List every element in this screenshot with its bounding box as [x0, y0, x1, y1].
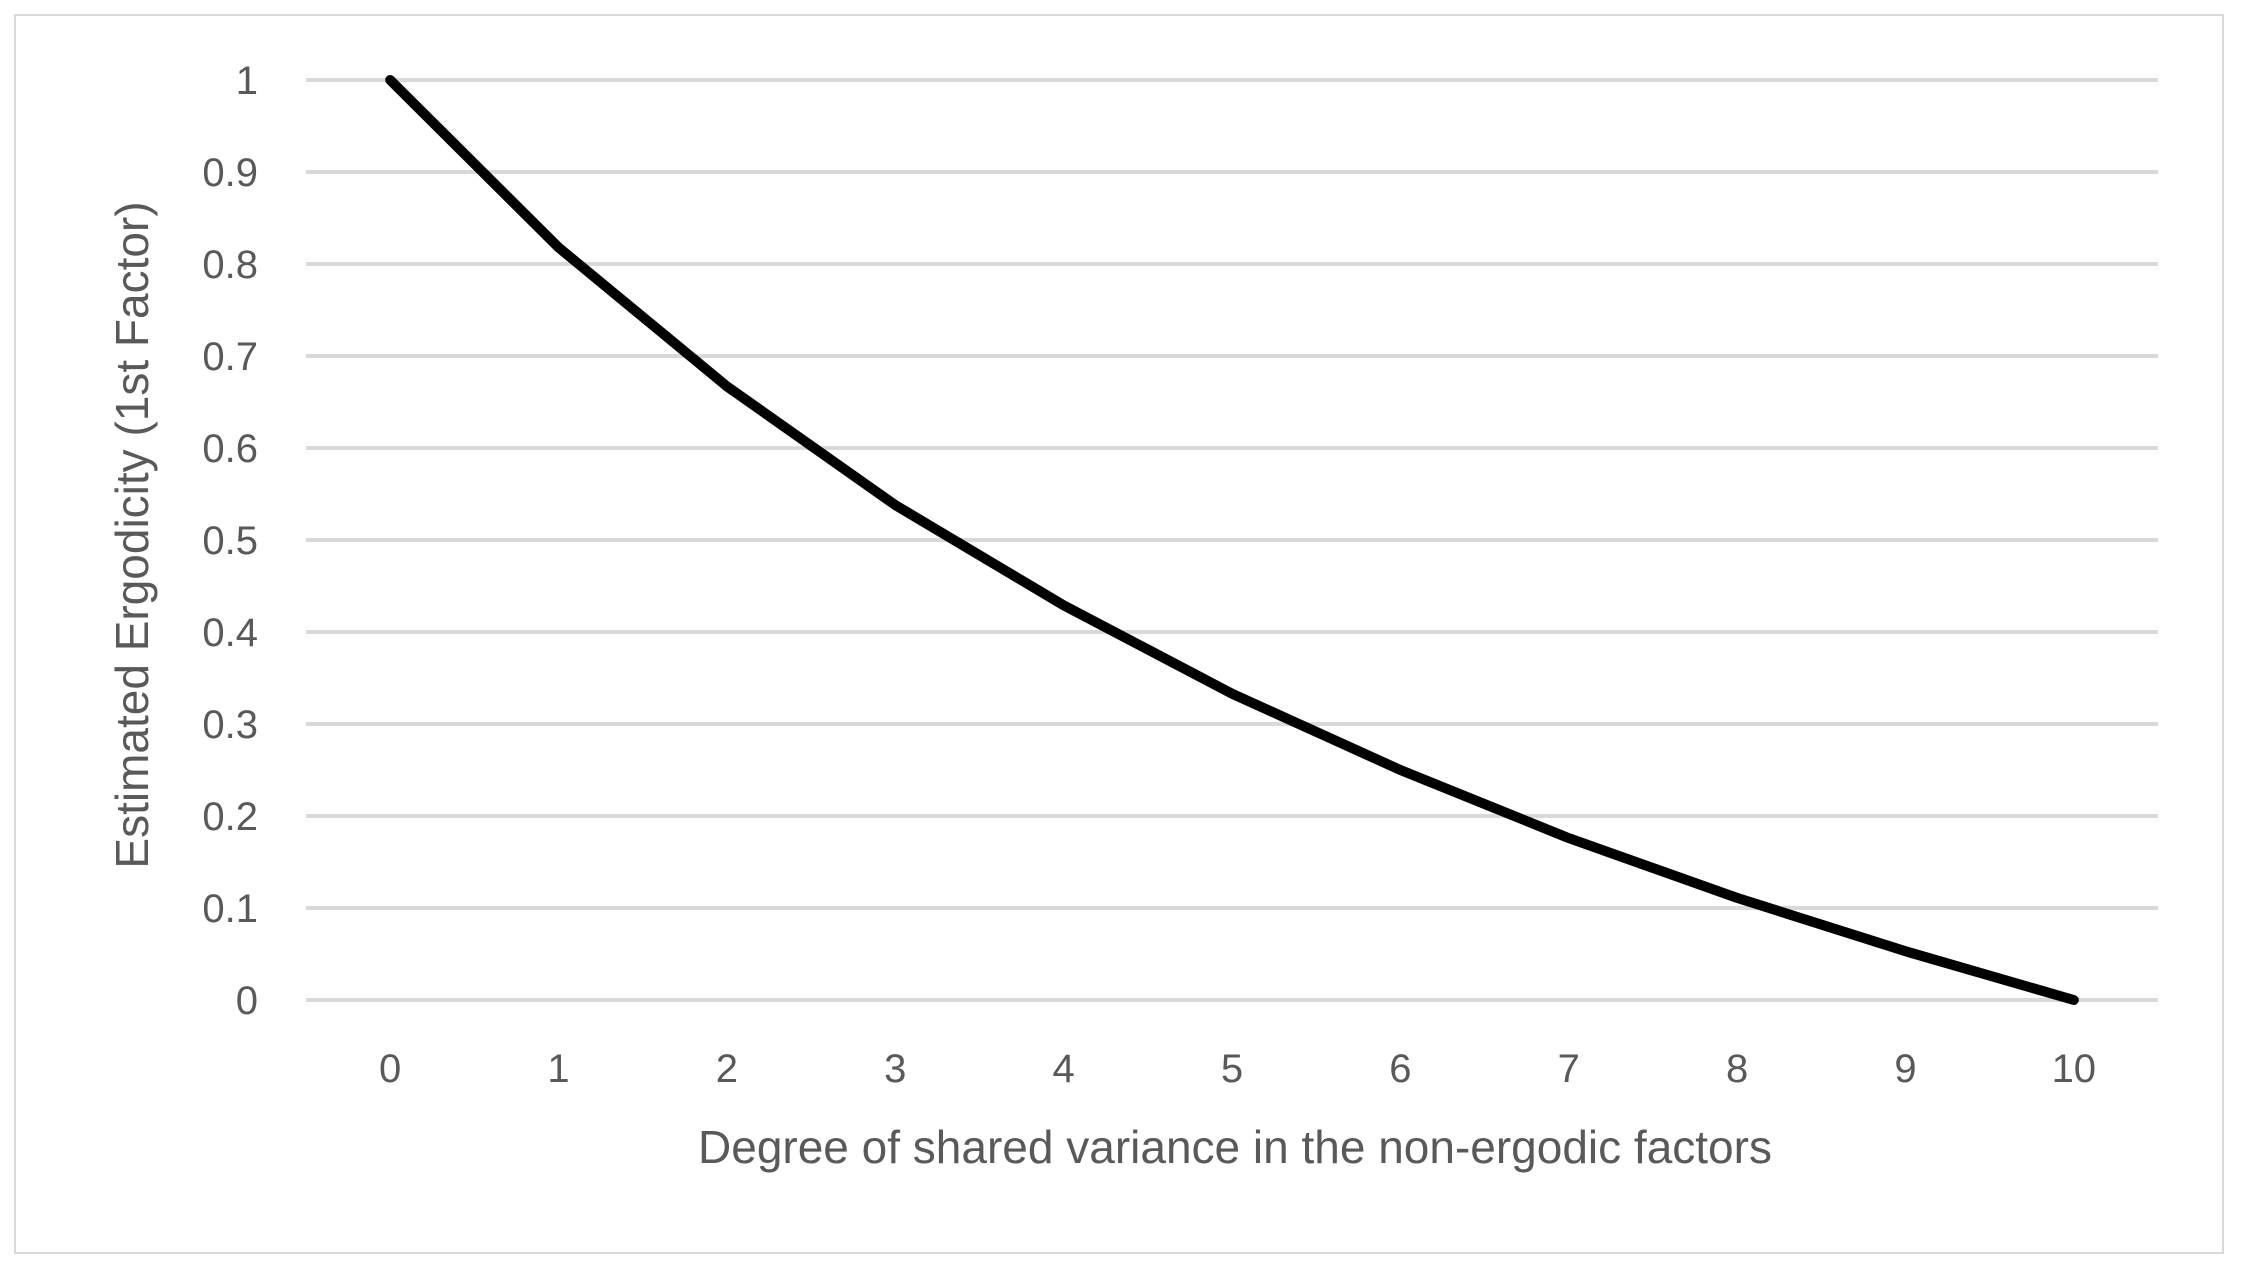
- y-tick-label: 0.3: [202, 703, 258, 747]
- x-tick-label: 5: [1221, 1047, 1243, 1091]
- y-tick-label: 0.5: [202, 519, 258, 563]
- x-tick-label: 1: [547, 1047, 569, 1091]
- x-tick-label: 7: [1558, 1047, 1580, 1091]
- y-tick-label: 0.1: [202, 887, 258, 931]
- x-tick-label: 2: [716, 1047, 738, 1091]
- series-line-0: [385, 75, 2079, 1005]
- y-tick-label: 0.6: [202, 427, 258, 471]
- y-tick-label: 0.9: [202, 151, 258, 195]
- x-tick-label: 3: [884, 1047, 906, 1091]
- x-tick-label: 4: [1053, 1047, 1075, 1091]
- y-axis-title: Estimated Ergodicity (1st Factor): [106, 201, 158, 868]
- x-tick-label: 8: [1726, 1047, 1748, 1091]
- y-tick-label: 0.4: [202, 611, 258, 655]
- x-axis-title: Degree of shared variance in the non-erg…: [698, 1121, 1772, 1173]
- y-tick-label: 0.8: [202, 243, 258, 287]
- x-tick-label: 10: [2052, 1047, 2097, 1091]
- x-tick-label: 0: [379, 1047, 401, 1091]
- y-tick-label: 0.2: [202, 795, 258, 839]
- gridlines: [306, 78, 2158, 1002]
- y-axis-tick-labels: 0 0.1 0.2 0.3 0.4 0.5 0.6 0.7 0.8 0.9 1: [202, 59, 258, 1023]
- y-tick-label: 1: [236, 59, 258, 103]
- x-axis-tick-labels: 0 1 2 3 4 5 6 7 8 9 10: [379, 1047, 2096, 1091]
- y-tick-label: 0.7: [202, 335, 258, 379]
- x-tick-label: 9: [1894, 1047, 1916, 1091]
- y-tick-label: 0: [236, 979, 258, 1023]
- x-tick-label: 6: [1389, 1047, 1411, 1091]
- series-layer: [385, 75, 2079, 1005]
